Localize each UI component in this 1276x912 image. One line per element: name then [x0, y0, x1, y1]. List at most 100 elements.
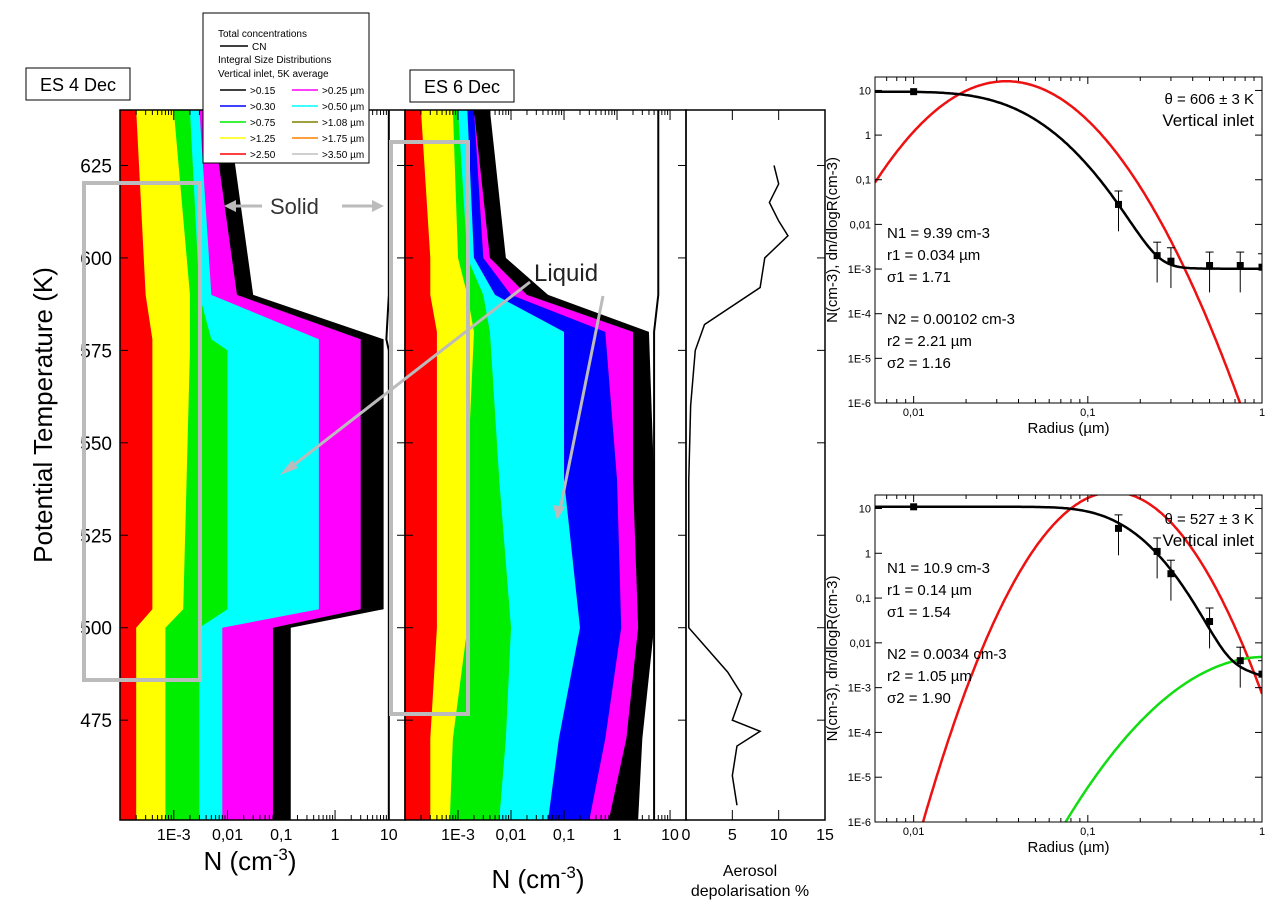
fit-parameter-text: N2 = 0.0034 cm-3	[887, 646, 1007, 663]
y-tick-label: 0,1	[856, 593, 871, 605]
mode-curve	[875, 79, 1242, 403]
curves	[875, 495, 1262, 822]
y-tick-label: 0,01	[850, 219, 871, 231]
legend-title-total: Total concentrations	[218, 29, 307, 40]
y-tick-label: 1E-5	[848, 772, 871, 784]
fit-parameter-text: r1 = 0.14 µm	[887, 582, 972, 599]
x-tick-label: 1	[1259, 826, 1265, 838]
y-axis-title: N(cm-3), dn/dlogR(cm-3)	[824, 157, 841, 323]
annotation-liquid: Liquid	[280, 260, 605, 520]
x-axis-title: Radius (µm)	[1028, 420, 1110, 437]
legend-item-label: >0.30	[250, 102, 276, 113]
y-tick-label: 0,1	[856, 175, 871, 187]
y-tick-label: 1E-6	[848, 398, 871, 410]
data-point	[1236, 657, 1244, 665]
legend-item-label: >0.15	[250, 86, 276, 97]
data-point	[1206, 262, 1214, 270]
profile-panel-0: 1E-3 0,01 0,1 1 10 475 500 525 550 575 600 625	[80, 109, 406, 844]
annotation-liquid-text: Liquid	[534, 260, 598, 287]
size-distribution-panel-1: 0,01 0,1 1 10 1 0,1 0,01 1E-3 1E-4 1E-5 1E-6 Radius…	[824, 494, 1265, 856]
condition-title: θ = 527 ± 3 K	[1164, 511, 1254, 528]
x-tick-label: 0	[682, 827, 691, 844]
x-tick-label: 1	[331, 827, 340, 844]
data-point	[1258, 263, 1262, 271]
fit-parameter-text: σ2 = 1.90	[887, 690, 951, 707]
legend-title-inlet: Vertical inlet, 5K average	[218, 69, 329, 80]
y-tick-label: 1E-6	[848, 817, 871, 829]
y-tick-label: 575	[80, 341, 112, 362]
profile-panel-1: 1E-3 0,01 0,1 1 10	[404, 109, 687, 844]
y-axis-title: Potential Temperature (K)	[28, 267, 58, 563]
y-axis-title: N(cm-3), dn/dlogR(cm-3)	[824, 576, 841, 742]
data-point	[1258, 670, 1262, 678]
total-fit-curve	[875, 90, 1262, 270]
y-tick-label: 1E-4	[848, 727, 871, 739]
x-tick-label: 0,1	[553, 827, 575, 844]
annotation-solid-text: Solid	[270, 194, 319, 219]
panel-title-es6: ES 6 Dec	[424, 77, 500, 97]
x-tick-label: 1E-3	[441, 827, 475, 844]
area-series	[120, 110, 153, 820]
cn-line	[385, 110, 390, 820]
size-distribution-panel-0: 0,01 0,1 1 10 1 0,1 0,01 1E-3 1E-4 1E-5 1E-6 Radius…	[824, 76, 1265, 437]
panel-label-es4: ES 4 Dec	[25, 67, 131, 101]
depolarisation-line	[688, 165, 789, 806]
plot-frame	[874, 76, 1263, 404]
y-tick-label: 0,01	[850, 638, 871, 650]
fit-parameter-text: N2 = 0.00102 cm-3	[887, 311, 1015, 328]
fit-parameter-text: r2 = 1.05 µm	[887, 668, 972, 685]
fit-parameter-text: σ1 = 1.71	[887, 269, 951, 286]
y-tick-label: 10	[859, 85, 871, 97]
area-series	[405, 110, 437, 820]
x-tick-label: 0,01	[495, 827, 526, 844]
x-tick-label: 1	[1259, 407, 1265, 419]
legend-item-label: >3.50 µm	[322, 150, 364, 161]
data-point	[1206, 617, 1214, 625]
plot-frame	[874, 494, 1263, 823]
curves	[875, 79, 1262, 403]
data-point	[1167, 570, 1175, 578]
data-point	[1167, 257, 1175, 265]
depolarisation-panel: 0 5 10 15	[682, 109, 834, 844]
mode-curve	[1064, 655, 1262, 822]
x-tick-label: 0,1	[1080, 826, 1095, 838]
data-point	[1236, 262, 1244, 270]
fit-parameter-text: r1 = 0.034 µm	[887, 247, 980, 264]
y-tick-label: 1E-4	[848, 309, 871, 321]
x-axis-title-es6: N (cm-3)	[491, 863, 584, 894]
panel-label-es6: ES 6 Dec	[409, 69, 515, 103]
liquid-region-box	[389, 140, 470, 716]
fit-parameter-text: σ2 = 1.16	[887, 355, 951, 372]
y-tick-label: 1	[865, 548, 871, 560]
x-axis-title-es4: N (cm-3)	[203, 845, 296, 876]
cn-line	[653, 110, 660, 820]
x-axis-title: Radius (µm)	[1028, 839, 1110, 856]
condition-title: θ = 606 ± 3 K	[1164, 91, 1254, 108]
y-tick-label: 500	[80, 619, 112, 640]
data-point	[910, 88, 918, 96]
x-tick-label: 10	[380, 827, 398, 844]
data-point	[1153, 547, 1161, 555]
condition-subtitle: Vertical inlet	[1162, 531, 1254, 550]
legend-item-label: >1.75 µm	[322, 134, 364, 145]
data-point	[1114, 200, 1122, 208]
x-tick-label: 0,01	[903, 826, 924, 838]
legend-item-label: >0.75	[250, 118, 276, 129]
x-tick-label: 0,01	[212, 827, 243, 844]
x-tick-label: 0,1	[270, 827, 292, 844]
y-tick-label: 10	[859, 503, 871, 515]
fit-parameter-text: N1 = 9.39 cm-3	[887, 225, 990, 242]
y-tick-label: 1	[865, 130, 871, 142]
y-tick-label: 1E-3	[848, 683, 871, 695]
y-tick-label: 1E-3	[848, 264, 871, 276]
condition-subtitle: Vertical inlet	[1162, 111, 1254, 130]
y-tick-label: 625	[80, 156, 112, 177]
data-point	[1114, 524, 1122, 532]
fit-parameter-text: r2 = 2.21 µm	[887, 333, 972, 350]
x-tick-label: 10	[661, 827, 679, 844]
legend-title-isd: Integral Size Distributions	[218, 55, 331, 66]
legend-item-label: >1.25	[250, 134, 276, 145]
x-tick-label: 5	[728, 827, 737, 844]
y-tick-label: 600	[80, 249, 112, 270]
